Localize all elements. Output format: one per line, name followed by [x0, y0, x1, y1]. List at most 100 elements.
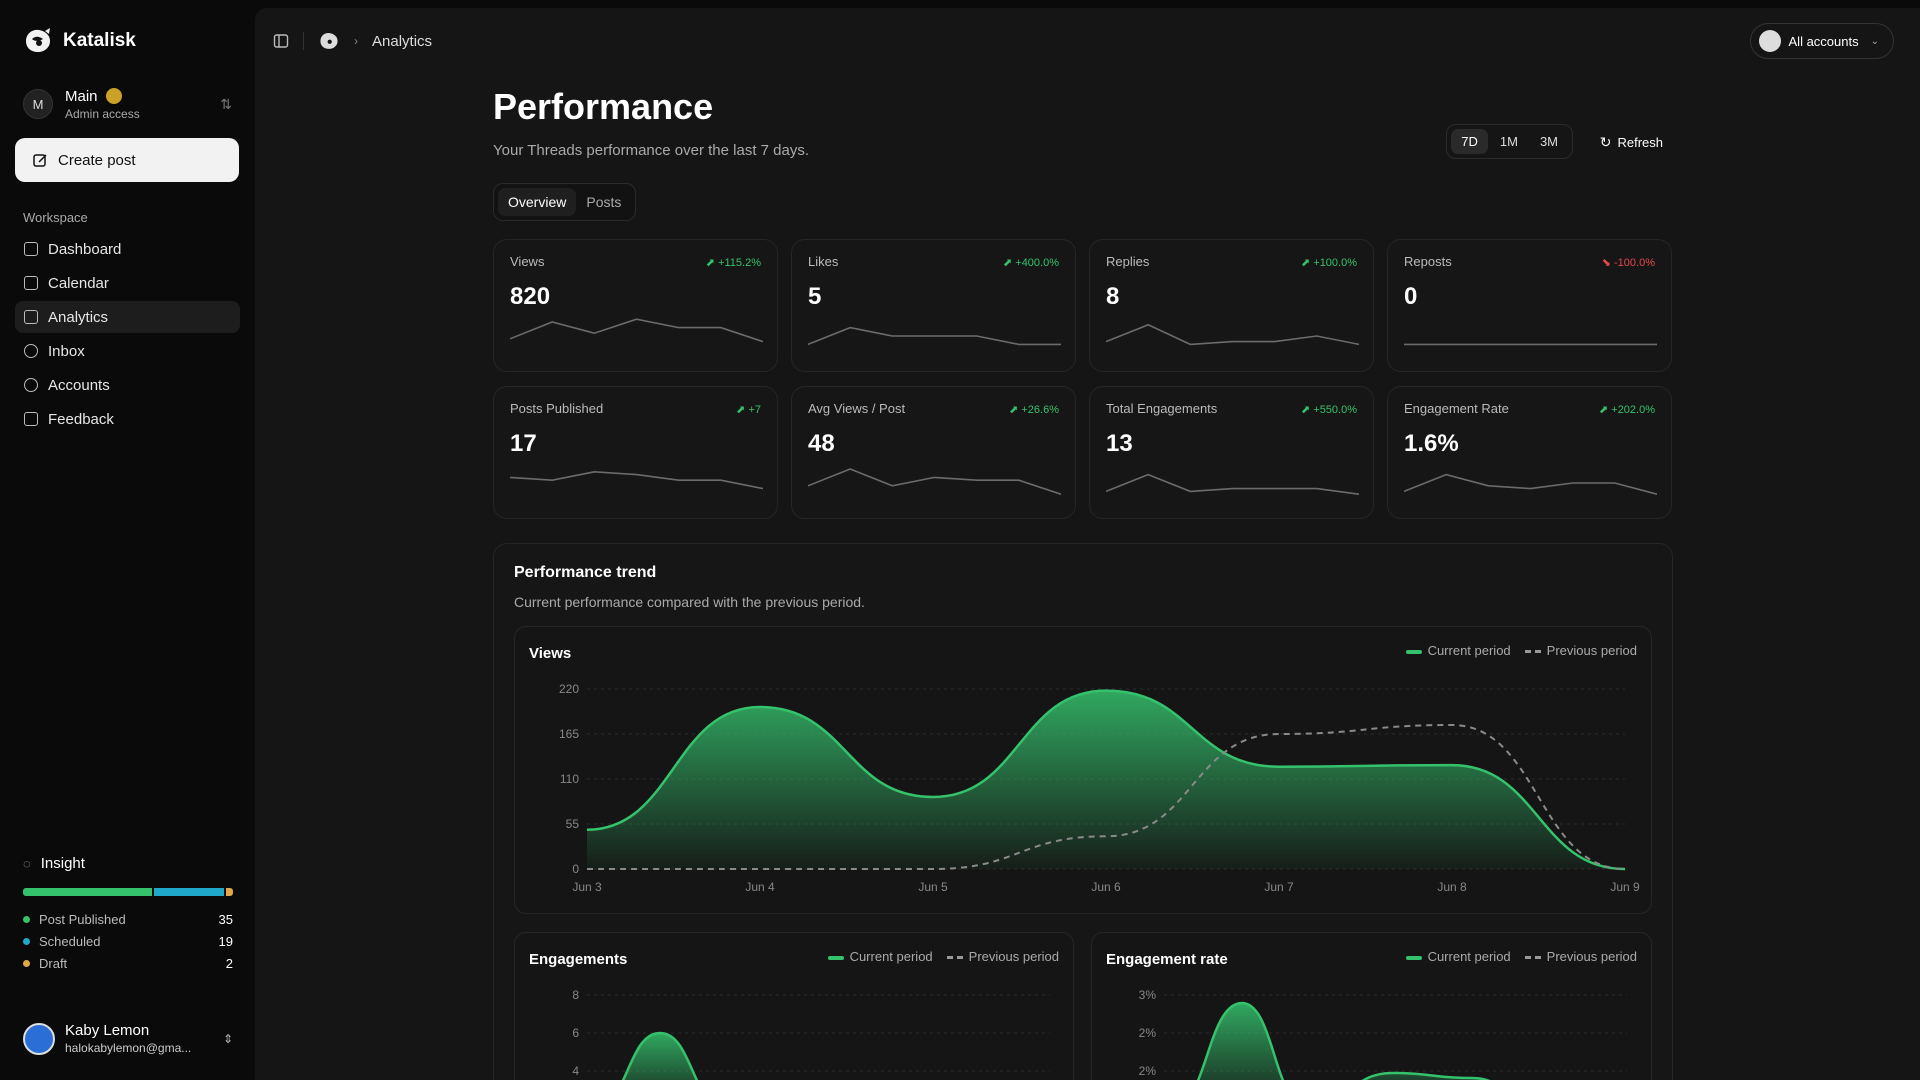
calendar-icon: [24, 276, 38, 290]
content: Performance Your Threads performance ove…: [493, 86, 1673, 1080]
trend-title: Performance trend: [514, 564, 657, 581]
y-tick-label: 4: [572, 1064, 579, 1078]
sparkline-line: [1106, 323, 1359, 346]
metric-value: 13: [1106, 430, 1133, 457]
breadcrumb-current: Analytics: [372, 32, 433, 50]
tab-posts[interactable]: Posts: [586, 194, 622, 210]
metric-label: Posts Published: [510, 401, 604, 416]
metric-card: Engagement Rate ⬈ +202.0% 1.6%: [1387, 386, 1672, 519]
sidebar-item-label: Calendar: [48, 274, 109, 292]
y-tick-label: 220: [559, 682, 579, 696]
views-chart: Views Current period Previous period 0 55…: [514, 626, 1652, 914]
range-3m[interactable]: 3M: [1539, 134, 1558, 149]
crown-icon: [105, 88, 122, 104]
sidebar: Katalisk M Main Admin access ⇅ Create po…: [0, 0, 255, 1080]
brand[interactable]: Katalisk: [15, 0, 240, 82]
sparkline-line: [1404, 473, 1657, 495]
swap-icon[interactable]: ⇅: [220, 95, 232, 112]
divider: [303, 32, 304, 50]
insight-title: Insight: [40, 855, 85, 872]
previous-line: [586, 723, 1626, 870]
metric-value: 48: [808, 430, 835, 457]
current-line: [621, 1031, 699, 1080]
sidebar-item-inbox[interactable]: Inbox: [15, 335, 240, 367]
metric-label: Views: [510, 254, 545, 269]
current-area: [1198, 1003, 1487, 1080]
range-7d[interactable]: 7D: [1451, 129, 1488, 154]
sparkline: [808, 326, 1061, 346]
sidebar-item-analytics[interactable]: Analytics: [15, 301, 240, 333]
chevron-updown-icon: ⇕: [222, 1031, 233, 1046]
legend-previous: Previous period: [1524, 949, 1637, 964]
trend-up-icon: ⬈: [1002, 257, 1013, 269]
account-access: Admin access: [65, 106, 140, 121]
metric-delta: ⬊ -100.0%: [1601, 257, 1655, 269]
metric-label: Replies: [1106, 254, 1150, 269]
chart-legend: Current period Previous period: [1405, 643, 1637, 658]
trend-subtitle: Current performance compared with the pr…: [514, 594, 865, 610]
chart-title: Engagement rate: [1106, 951, 1228, 968]
sidebar-item-label: Analytics: [48, 308, 109, 326]
chart-title: Views: [529, 645, 572, 662]
user-menu[interactable]: Kaby Lemon halokabylemon@gma... ⇕: [23, 1022, 233, 1055]
insight-bar-scheduled: [153, 888, 224, 896]
edit-icon: [33, 153, 47, 167]
sidebar-item-dashboard[interactable]: Dashboard: [15, 233, 240, 265]
engagements-plot: 4 6 8: [572, 988, 1050, 1080]
trend-up-icon: ⬈: [736, 404, 746, 416]
legend-previous: Previous period: [946, 949, 1059, 964]
tab-overview[interactable]: Overview: [498, 188, 577, 216]
x-tick-label: Jun 7: [1264, 880, 1294, 894]
insight-bar: [23, 888, 233, 896]
x-tick-label: Jun 8: [1437, 880, 1467, 894]
sparkline-line: [1106, 473, 1359, 495]
all-accounts-dropdown[interactable]: All accounts ⌄: [1749, 23, 1894, 59]
y-tick-label: 165: [559, 727, 579, 741]
tabs: Overview Posts: [493, 183, 637, 221]
y-tick-label: 55: [566, 817, 580, 831]
x-tick-label: Jun 3: [572, 880, 602, 894]
sidebar-item-accounts[interactable]: Accounts: [15, 369, 240, 401]
brand-name: Katalisk: [63, 30, 136, 51]
refresh-label: Refresh: [1617, 135, 1663, 150]
inbox-icon: [24, 344, 38, 358]
y-tick-label: 2%: [1139, 1026, 1157, 1040]
chevron-right-icon: ›: [354, 34, 358, 48]
page-subtitle: Your Threads performance over the last 7…: [493, 142, 810, 159]
account-name: Main: [65, 87, 98, 105]
metric-card: Reposts ⬊ -100.0% 0: [1387, 239, 1672, 372]
trend-up-icon: ⬈: [705, 257, 716, 269]
metric-value: 5: [808, 283, 822, 310]
create-post-button[interactable]: Create post: [15, 138, 239, 182]
refresh-button[interactable]: ↻ Refresh: [1600, 134, 1663, 151]
trend-up-icon: ⬈: [1300, 404, 1311, 416]
metric-value: 820: [510, 283, 551, 310]
sparkline: [1404, 473, 1657, 495]
trend-up-icon: ⬈: [1300, 257, 1311, 269]
trend-up-icon: ⬈: [1009, 404, 1019, 416]
x-tick-label: Jun 5: [918, 880, 948, 894]
sidebar-item-calendar[interactable]: Calendar: [15, 267, 240, 299]
insight-bar-draft: [225, 888, 233, 896]
sidebar-nav: Dashboard Calendar Analytics Inbox Accou…: [15, 233, 240, 435]
insight-panel: ◌ Insight Post Published 35 Scheduled 19 Dr…: [23, 855, 233, 974]
create-post-label: Create post: [58, 151, 136, 169]
range-1m[interactable]: 1M: [1499, 134, 1518, 149]
range-selector: 7D 1M 3M: [1446, 124, 1573, 159]
sidebar-toggle-icon[interactable]: [273, 33, 289, 49]
account-switcher[interactable]: M Main Admin access ⇅: [15, 82, 240, 126]
metric-delta: ⬈ +550.0%: [1300, 404, 1357, 416]
chart-legend: Current period Previous period: [1405, 949, 1637, 964]
engagement-rate-chart: Engagement rate Current period Previous …: [1091, 932, 1652, 1080]
user-name: Kaby Lemon: [65, 1022, 150, 1039]
chart-title: Engagements: [529, 951, 628, 968]
home-logo-icon[interactable]: [318, 31, 340, 51]
sidebar-item-feedback[interactable]: Feedback: [15, 403, 240, 435]
metric-value: 8: [1106, 283, 1120, 310]
legend-current: Current period: [1405, 643, 1511, 658]
current-line: [586, 689, 1626, 871]
sidebar-item-label: Inbox: [48, 342, 85, 360]
accounts-icon: [24, 378, 38, 392]
topbar: › Analytics: [255, 8, 1920, 74]
metric-card: Replies ⬈ +100.0% 8: [1089, 239, 1374, 372]
